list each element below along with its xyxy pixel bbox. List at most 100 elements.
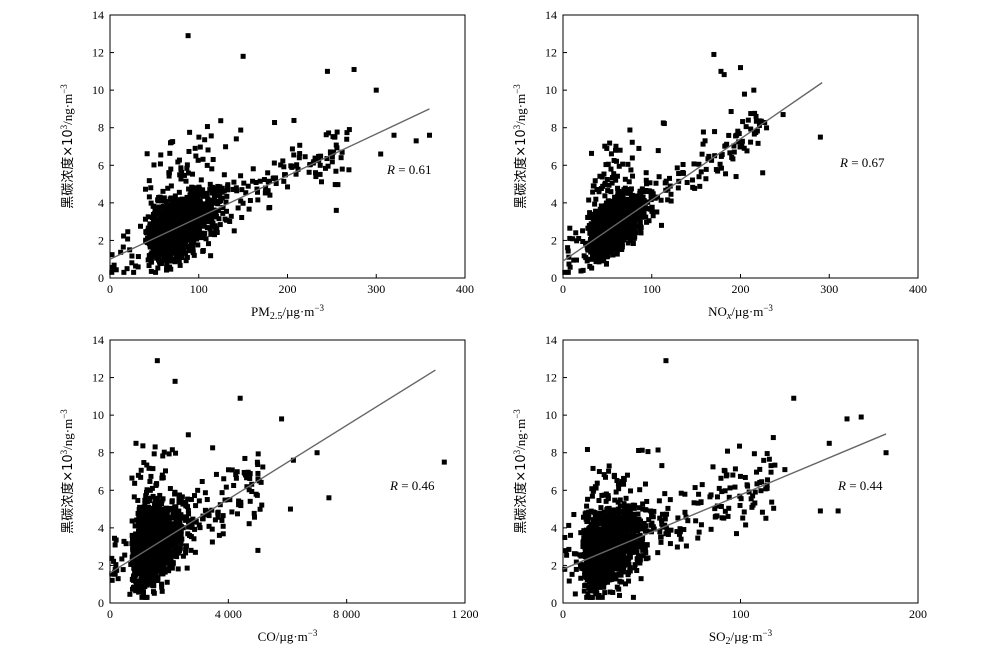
scatter-point [202,137,208,143]
correlation-label: R = 0.67 [839,155,885,170]
scatter-point [173,226,179,232]
scatter-point [137,505,143,511]
scatter-point [213,471,219,477]
scatter-point [161,449,167,455]
scatter-point [571,257,577,263]
scatter-point [218,118,224,124]
scatter-point [228,213,234,219]
scatter-point [200,193,206,199]
scatter-point [745,117,751,123]
scatter-point [205,147,211,153]
scatter-point [743,124,749,130]
scatter-point [246,206,252,212]
scatter-point [200,190,206,196]
scatter-point [155,546,161,552]
scatter-point [590,251,596,257]
scatter-point [214,200,220,206]
scatter-point [709,157,715,163]
scatter-point [254,459,260,465]
scatter-point [282,172,288,178]
scatter-point [216,532,222,538]
scatter-point [325,163,331,169]
scatter-point [586,225,592,231]
scatter-point [192,145,198,151]
scatter-point [145,225,151,231]
scatter-point [160,453,166,459]
scatter-point [668,191,674,197]
scatter-point [769,499,775,505]
scatter-point [138,467,144,473]
scatter-point [211,200,217,206]
regression-line [562,82,823,262]
scatter-point [630,173,636,179]
scatter-point [141,460,147,466]
x-axis-label: PM2.5/µg·m−3 [251,303,324,322]
scatter-point [121,269,127,275]
scatter-point [139,578,145,584]
scatter-point [223,484,229,490]
scatter-point [592,201,598,207]
scatter-point [602,180,608,186]
scatter-point [144,527,150,533]
scatter-point [129,532,135,538]
scatter-point [180,239,186,245]
scatter-point [596,218,602,224]
scatter-point [644,199,650,205]
scatter-point [570,236,576,242]
scatter-point [229,467,235,473]
scatter-point [156,500,162,506]
scatter-point [638,223,644,229]
scatter-point [606,224,612,230]
scatter-point [601,247,607,253]
scatter-point [144,567,150,573]
scatter-point [636,145,642,151]
scatter-point [243,472,249,478]
scatter-point [202,490,208,496]
scatter-point [162,532,168,538]
scatter-point [134,560,140,566]
scatter-point [180,198,186,204]
scatter-point [166,552,172,558]
scatter-point [619,228,625,234]
correlation-label: R = 0.61 [386,162,432,177]
scatter-point [144,151,150,157]
scatter-point [233,472,239,478]
scatter-point [184,165,190,171]
scatter-point [156,211,162,217]
scatter-point [178,513,184,519]
scatter-point [600,229,606,235]
scatter-point [252,514,258,520]
scatter-point [245,183,251,189]
scatter-point [157,512,163,518]
scatter-point [566,261,572,267]
scatter-point [317,162,323,168]
scatter-point [145,571,151,577]
scatter-point [221,172,227,178]
scatter-point [601,171,607,177]
scatter-point [133,440,139,446]
scatter-point [144,489,150,495]
scatter-point [346,127,352,133]
scatter-point [146,263,152,269]
scatter-point [643,170,649,176]
scatter-point [133,572,139,578]
scatter-point [191,252,197,258]
scatter-point [295,166,301,172]
scatter-point [741,91,747,97]
scatter-point [113,562,119,568]
scatter-point [180,216,186,222]
scatter-point [565,269,571,275]
scatter-point [140,511,146,517]
scatter-point [331,149,337,155]
scatter-point [588,211,594,217]
scatter-point [189,517,195,523]
scatter-point [598,186,604,192]
scatter-point [145,509,151,515]
scatter-point [751,451,757,457]
scatter-point [188,547,194,553]
scatter-point [185,236,191,242]
scatter-point [317,171,323,177]
scatter-point [200,205,206,211]
scatter-point [204,162,210,168]
scatter-point [176,198,182,204]
